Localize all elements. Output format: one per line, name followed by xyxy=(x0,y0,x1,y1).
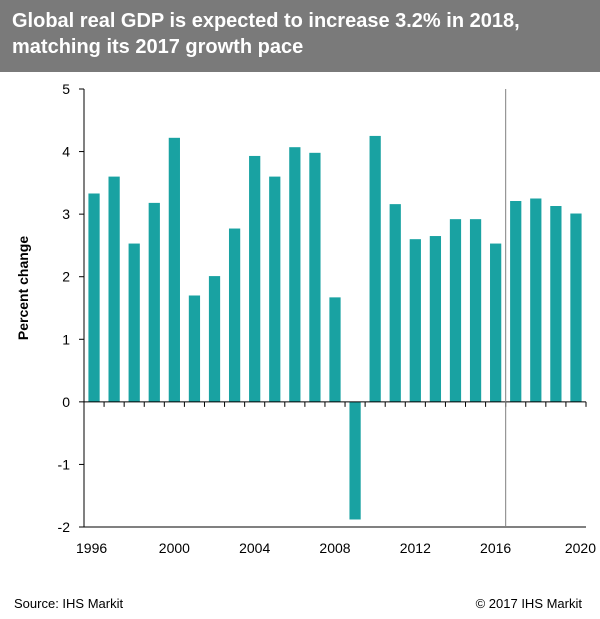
x-tick-label: 2000 xyxy=(159,540,190,556)
bar-2014 xyxy=(449,219,462,402)
bar-2010 xyxy=(369,135,381,402)
x-tick-label: 1996 xyxy=(76,540,107,556)
x-tick-label: 2008 xyxy=(319,540,350,556)
chart-title-bar: Global real GDP is expected to increase … xyxy=(0,0,600,72)
bar-2005 xyxy=(269,176,281,402)
x-tick-label: 2004 xyxy=(239,540,270,556)
y-tick-label: 4 xyxy=(62,144,70,160)
bar-2002 xyxy=(208,276,221,402)
y-axis-label: Percent change xyxy=(15,236,31,340)
chart-title-line-2: matching its 2017 growth pace xyxy=(12,36,304,58)
bar-2020 xyxy=(570,213,582,402)
y-tick-label: -1 xyxy=(58,456,71,472)
bar-2008 xyxy=(329,297,341,402)
y-tick-label: 3 xyxy=(62,206,70,222)
bar-2013 xyxy=(429,236,442,402)
bar-1996 xyxy=(88,193,100,402)
source-note: Source: IHS Markit xyxy=(14,596,124,611)
bar-2004 xyxy=(249,155,261,402)
bar-2018 xyxy=(530,198,542,402)
x-tick-label: 2016 xyxy=(480,540,511,556)
bar-2016 xyxy=(490,243,502,402)
bar-2015 xyxy=(469,219,482,402)
bar-1998 xyxy=(128,243,140,402)
bar-2003 xyxy=(228,228,241,402)
bar-2012 xyxy=(409,239,421,402)
bar-1999 xyxy=(148,202,160,402)
bar-2000 xyxy=(168,137,180,402)
bar-2019 xyxy=(550,206,562,402)
bar-2017 xyxy=(510,201,522,402)
gdp-bar-chart: Percent change -2 -1 0 1 2 3 4 5 1996 2000 2004 200… xyxy=(15,81,596,556)
x-tick-label: 2020 xyxy=(565,540,596,556)
y-tick-label: 0 xyxy=(62,394,70,410)
bar-2009 xyxy=(349,401,361,520)
y-tick-label: 5 xyxy=(62,81,70,97)
copyright-note: © 2017 IHS Markit xyxy=(475,596,582,611)
chart-title-line-1: Global real GDP is expected to increase … xyxy=(12,10,520,32)
y-tick-label: 2 xyxy=(62,269,70,285)
bar-1997 xyxy=(108,176,120,402)
y-tick-label: 1 xyxy=(62,331,70,347)
bar-2011 xyxy=(389,204,401,402)
bar-2006 xyxy=(289,147,301,402)
y-tick-label: -2 xyxy=(58,519,71,535)
bar-2001 xyxy=(188,295,201,402)
x-tick-label: 2012 xyxy=(400,540,431,556)
bar-2007 xyxy=(309,152,321,402)
